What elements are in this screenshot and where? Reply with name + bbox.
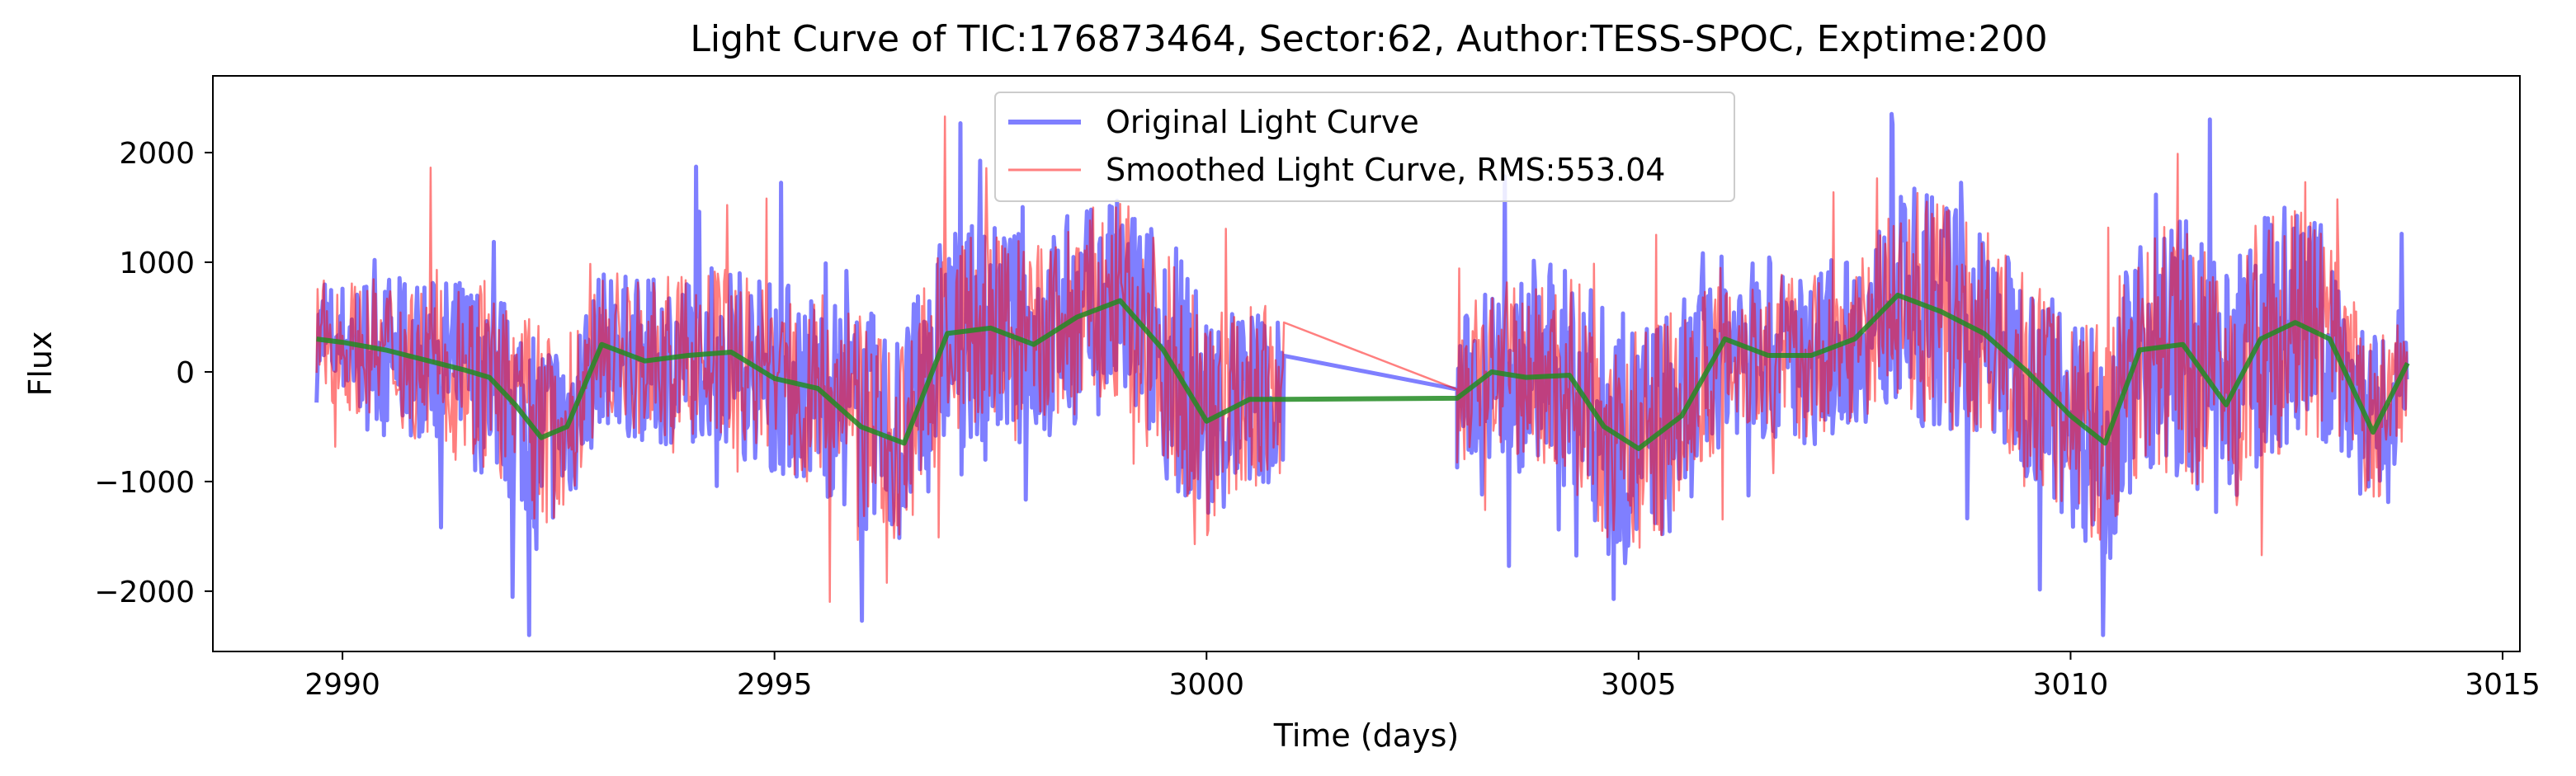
y-tick-label: 0 [176,356,195,390]
y-tick-label: 1000 [119,247,195,280]
series-original-light-curve [314,111,2409,637]
x-tick-label: 3000 [1168,668,1244,702]
x-tick-label: 3015 [2465,668,2541,702]
legend-label-smoothed: Smoothed Light Curve, RMS:553.04 [1106,152,1665,188]
x-axis-label: Time (days) [1273,717,1459,754]
x-tick-label: 2995 [737,668,813,702]
plot-frame [212,75,2521,652]
series-trend [316,292,2410,451]
y-tick-label: −1000 [94,466,195,500]
legend-box [994,92,1735,202]
series-layer [314,111,2410,637]
x-tick-label: 3005 [1601,668,1677,702]
x-tick-label: 2990 [304,668,380,702]
legend-label-original: Original Light Curve [1106,104,1419,140]
legend: Original Light Curve Smoothed Light Curv… [994,92,1735,202]
ticks-layer: 2990 2995 3000 3005 3010 3015 −2000 −1000 0 1000 2… [94,137,2541,702]
x-tick-label: 3010 [2033,668,2109,702]
y-axis-label: Flux [22,332,59,397]
y-tick-label: −2000 [94,576,195,609]
y-tick-label: 2000 [119,137,195,171]
chart-title: Light Curve of TIC:176873464, Sector:62,… [690,18,2047,60]
